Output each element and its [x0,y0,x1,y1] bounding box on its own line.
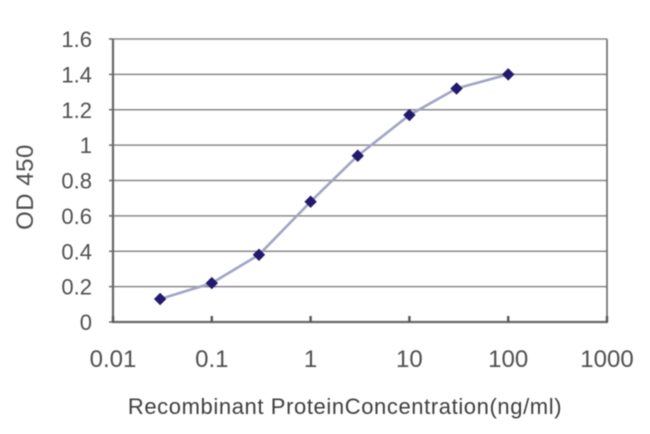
x-axis-title: Recombinant ProteinConcentration(ng/ml) [127,394,563,419]
data-point-marker [351,149,364,162]
x-tick-label: 1 [304,346,317,373]
x-tick-label: 0.1 [195,346,228,373]
y-tick-label: 1.4 [61,62,92,87]
y-tick-label: 0.4 [61,239,92,264]
x-tick-label: 0.01 [90,346,137,373]
data-point-marker [304,195,317,208]
data-point-marker [403,108,416,122]
x-tick-label: 1000 [580,346,633,373]
y-tick-label: 0 [80,310,92,335]
y-tick-label: 1 [80,133,92,158]
y-axis-title: OD 450 [12,144,39,230]
data-point-marker [501,68,515,81]
y-tick-label: 0.6 [61,204,92,229]
data-point-marker [450,82,463,95]
y-tick-label: 1.6 [61,27,92,52]
data-point-marker [153,292,167,306]
x-tick-label: 100 [488,346,528,373]
y-tick-label: 0.8 [61,169,92,194]
data-point-marker [252,248,266,261]
series-line [159,73,509,301]
y-tick-label: 0.2 [61,275,92,300]
x-tick-label: 10 [396,346,423,373]
data-point-marker [205,276,219,290]
y-tick-label: 1.2 [61,98,92,123]
